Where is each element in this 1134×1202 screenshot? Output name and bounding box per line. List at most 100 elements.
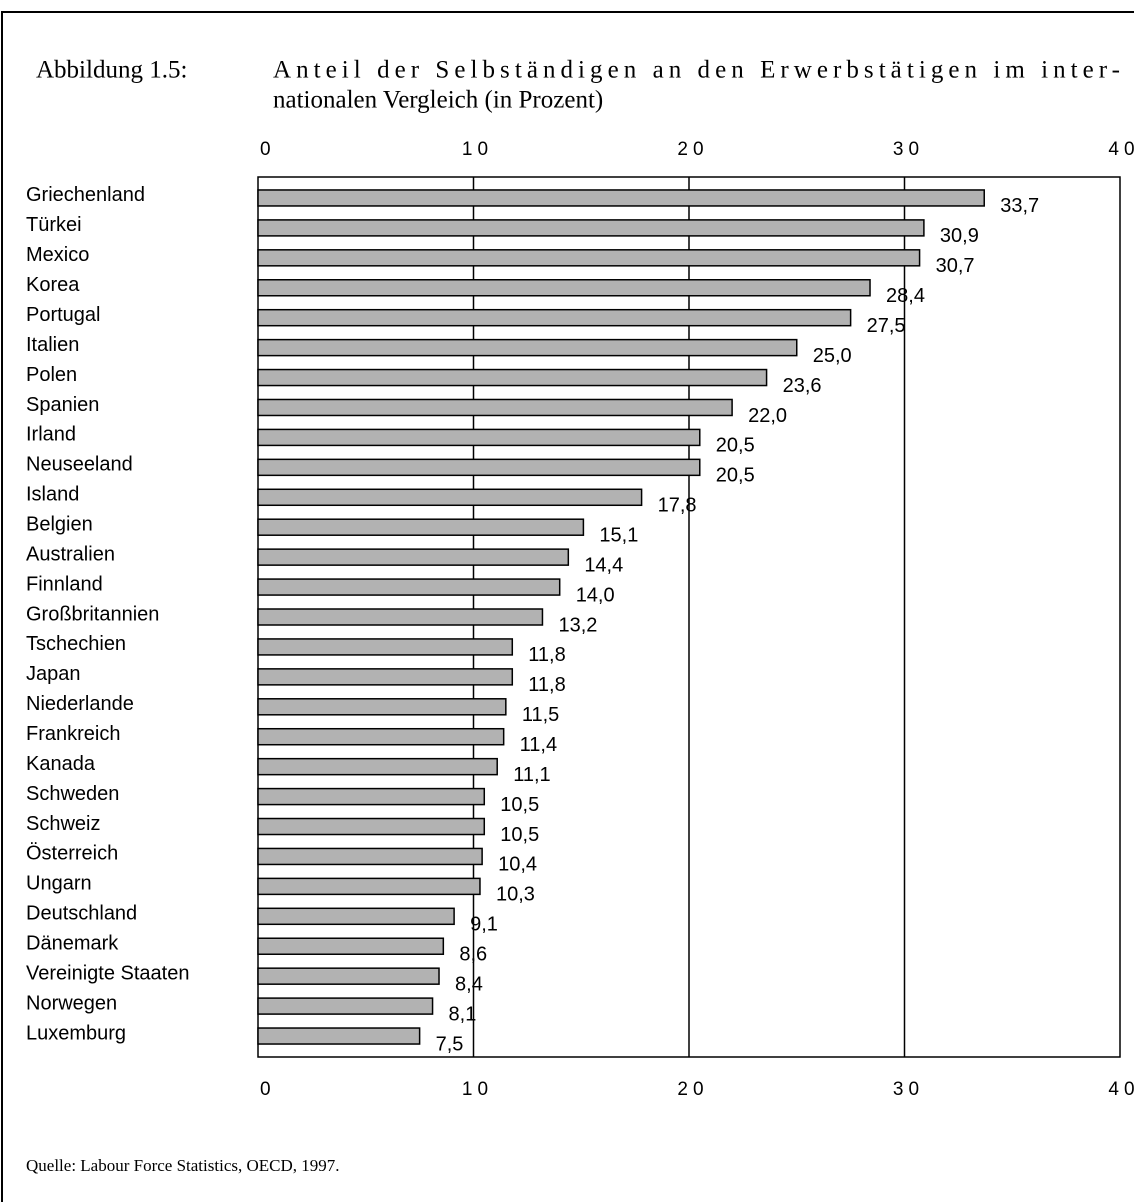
value-label: 10,5 [500,794,539,816]
value-label: 14,0 [576,584,615,606]
bar [257,398,733,417]
frame [1,11,1134,1202]
value-label: 11,8 [528,674,565,696]
value-label: 30,9 [940,225,979,247]
y-tick-label: Deutschland [26,903,137,925]
bar [257,578,561,596]
chart-title: Anteil der Selbständigen an den Erwerbst… [273,57,1120,84]
figure-label: Abbildung 1.5: [36,57,187,84]
y-tick-label: Norwegen [26,992,117,1014]
value-label: 23,6 [783,375,822,397]
y-tick-label: Vereinigte Staaten [26,962,189,984]
y-tick-label: Korea [26,274,80,296]
value-label: 8,1 [449,1003,477,1025]
bar [257,368,768,387]
x-tick-label: 40 [1108,139,1134,160]
x-tick-label: 0 [260,1079,276,1100]
bar [257,727,505,746]
x-tick-label: 20 [677,139,708,160]
value-label: 28,4 [886,285,925,307]
y-tick-label: Belgien [26,513,93,535]
bar [257,338,798,357]
y-tick-label: Griechenland [26,184,145,206]
value-label: 10,5 [500,824,539,846]
y-tick-label: Dänemark [26,933,119,955]
value-label: 13,2 [558,614,597,636]
y-tick-label: Neuseeland [26,454,133,476]
value-label: 15,1 [599,524,638,546]
bar [257,308,852,327]
bar [257,967,440,985]
y-tick-label: Tschechien [26,633,126,655]
bar [257,757,498,776]
y-tick-label: Japan [26,663,81,685]
bar [257,638,514,656]
bar [257,1027,421,1045]
bar [257,189,985,207]
x-tick-label: 40 [1108,1079,1134,1100]
y-tick-label: Ungarn [26,873,92,895]
value-label: 17,8 [658,495,697,517]
bar [257,997,434,1015]
x-tick-label: 30 [893,1079,924,1100]
value-label: 14,4 [584,554,623,576]
bar [257,608,544,626]
bar [257,668,514,686]
y-tick-label: Island [26,484,79,506]
y-tick-label: Italien [26,334,79,356]
bar [257,488,643,507]
y-tick-label: Australien [26,543,115,565]
value-label: 8,6 [459,944,487,966]
y-tick-label: Mexico [26,244,89,266]
bar [257,548,570,566]
y-tick-label: Portugal [26,304,101,326]
bar [257,817,486,836]
x-tick-label: 10 [462,1079,493,1100]
y-tick-label: Schweiz [26,813,100,835]
y-tick-label: Frankreich [26,723,120,745]
value-label: 11,5 [522,704,559,726]
y-tick-label: Kanada [26,753,96,775]
source-note: Quelle: Labour Force Statistics, OECD, 1… [26,1156,340,1175]
value-label: 20,5 [716,435,755,457]
x-tick-label: 30 [893,139,924,160]
bar [257,698,507,716]
bar [257,787,486,806]
y-tick-label: Schweden [26,783,119,805]
y-tick-label: Finnland [26,573,103,595]
y-tick-label: Irland [26,424,76,446]
value-label: 11,1 [513,764,550,786]
y-tick-label: Luxemburg [26,1022,126,1044]
bar [257,847,483,866]
y-tick-label: Niederlande [26,693,134,715]
value-label: 7,5 [436,1033,464,1055]
value-label: 10,4 [498,854,537,876]
x-tick-label: 10 [462,139,493,160]
y-tick-label: Spanien [26,394,99,416]
bar [257,458,701,477]
value-label: 33,7 [1000,195,1039,217]
bar [257,249,921,267]
y-tick-label: Polen [26,364,77,386]
value-label: 30,7 [936,255,975,277]
bar [257,518,585,536]
value-label: 20,5 [716,465,755,487]
chart-title: nationalen Vergleich (in Prozent) [273,87,603,114]
value-label: 9,1 [470,914,498,936]
bar [257,219,925,237]
value-label: 11,8 [528,644,565,666]
y-tick-label: Österreich [26,843,118,865]
y-tick-label: Großbritannien [26,603,159,625]
bar [257,279,871,297]
value-label: 25,0 [813,345,852,367]
bar [257,937,445,955]
x-tick-label: 0 [260,139,276,160]
y-tick-label: Türkei [26,214,82,236]
value-label: 27,5 [867,315,906,337]
x-tick-label: 20 [677,1079,708,1100]
value-label: 22,0 [748,405,787,427]
value-label: 8,4 [455,973,483,995]
bar [257,907,455,926]
value-label: 11,4 [520,734,557,756]
